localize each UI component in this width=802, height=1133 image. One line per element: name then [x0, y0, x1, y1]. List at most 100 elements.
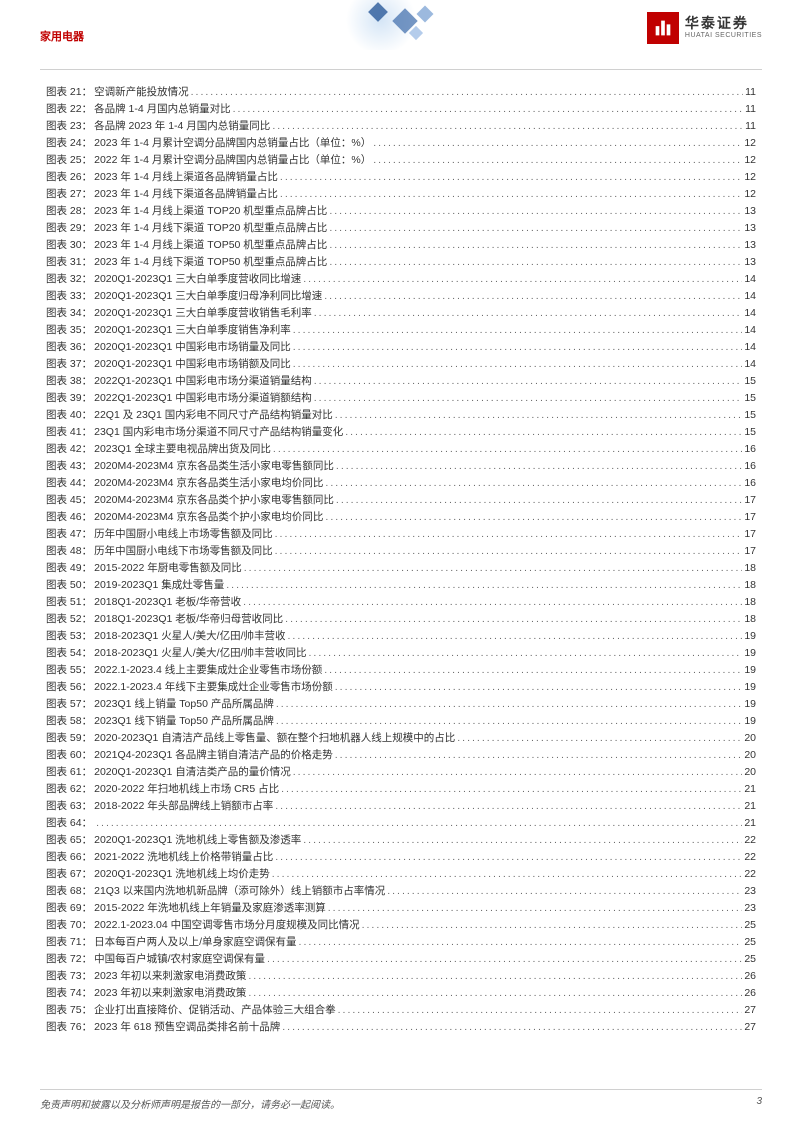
toc-title: 21Q3 以来国内洗地机新品牌（添可除外）线上销额市占率情况: [94, 883, 385, 900]
toc-dots: [275, 526, 743, 543]
toc-title: 日本每百户两人及以上/单身家庭空调保有量: [94, 934, 296, 951]
toc-row: 图表 36：2020Q1-2023Q1 中国彩电市场销量及同比14: [46, 339, 756, 356]
toc-row: 图表 22：各品牌 1-4 月国内总销量对比11: [46, 101, 756, 118]
toc-page: 13: [744, 237, 756, 254]
toc-dots: [335, 407, 743, 424]
toc-title: 2020Q1-2023Q1 三大白单季度营收同比增速: [94, 271, 301, 288]
toc-label: 图表 31：: [46, 254, 92, 271]
toc-title: 2020Q1-2023Q1 三大白单季度营收销售毛利率: [94, 305, 312, 322]
toc-dots: [325, 475, 742, 492]
toc-dots: [324, 662, 742, 679]
toc-row: 图表 72：中国每百户城镇/农村家庭空调保有量25: [46, 951, 756, 968]
toc-page: 26: [744, 985, 756, 1002]
toc-label: 图表 48：: [46, 543, 92, 560]
toc-label: 图表 44：: [46, 475, 92, 492]
toc-row: 图表 23：各品牌 2023 年 1-4 月国内总销量同比11: [46, 118, 756, 135]
toc-dots: [272, 866, 743, 883]
toc-label: 图表 57：: [46, 696, 92, 713]
toc-dots: [336, 458, 742, 475]
toc-label: 图表 52：: [46, 611, 92, 628]
toc-page: 17: [744, 509, 756, 526]
toc-label: 图表 37：: [46, 356, 92, 373]
toc-page: 14: [744, 339, 756, 356]
toc-title: 各品牌 1-4 月国内总销量对比: [94, 101, 231, 118]
toc-label: 图表 73：: [46, 968, 92, 985]
toc-dots: [373, 152, 742, 169]
toc-label: 图表 66：: [46, 849, 92, 866]
toc-dots: [243, 594, 742, 611]
toc-title: 2018Q1-2023Q1 老板/华帝营收: [94, 594, 241, 611]
toc-title: 2020-2022 年扫地机线上市场 CR5 占比: [94, 781, 279, 798]
toc-dots: [248, 968, 742, 985]
toc-dots: [338, 1002, 743, 1019]
toc-dots: [226, 577, 742, 594]
toc-dots: [273, 441, 742, 458]
toc-row: 图表 27：2023 年 1-4 月线下渠道各品牌销量占比12: [46, 186, 756, 203]
toc-title: 2020Q1-2023Q1 自清洁类产品的量价情况: [94, 764, 291, 781]
toc-title: 2023Q1 线下销量 Top50 产品所属品牌: [94, 713, 274, 730]
toc-row: 图表 70：2022.1-2023.04 中国空调零售市场分月度规模及同比情况2…: [46, 917, 756, 934]
toc-title: 2020M4-2023M4 京东各品类个护小家电零售额同比: [94, 492, 334, 509]
toc-row: 图表 30：2023 年 1-4 月线上渠道 TOP50 机型重点品牌占比13: [46, 237, 756, 254]
toc-page: 14: [744, 288, 756, 305]
toc-dots: [293, 356, 743, 373]
toc-page: 20: [744, 764, 756, 781]
toc-label: 图表 29：: [46, 220, 92, 237]
toc-page: 25: [744, 951, 756, 968]
toc-label: 图表 53：: [46, 628, 92, 645]
toc-page: 18: [744, 611, 756, 628]
toc-title: 历年中国厨小电线上市场零售额及同比: [94, 526, 273, 543]
toc-row: 图表 54：2018-2023Q1 火星人/美大/亿田/帅丰营收同比19: [46, 645, 756, 662]
toc-dots: [324, 288, 742, 305]
toc-title: 2018Q1-2023Q1 老板/华帝归母营收同比: [94, 611, 283, 628]
toc-row: 图表 73：2023 年初以来刺激家电消费政策26: [46, 968, 756, 985]
toc-label: 图表 69：: [46, 900, 92, 917]
toc-label: 图表 24：: [46, 135, 92, 152]
toc-label: 图表 67：: [46, 866, 92, 883]
toc-title: 2018-2022 年头部品牌线上销额市占率: [94, 798, 273, 815]
toc-label: 图表 70：: [46, 917, 92, 934]
toc-label: 图表 28：: [46, 203, 92, 220]
logo-icon: [647, 12, 679, 44]
toc-title: 2022.1-2023.4 线上主要集成灶企业零售市场份额: [94, 662, 322, 679]
toc-dots: [293, 322, 743, 339]
toc-page: 19: [744, 662, 756, 679]
toc-row: 图表 26：2023 年 1-4 月线上渠道各品牌销量占比12: [46, 169, 756, 186]
toc-page: 17: [744, 543, 756, 560]
toc-dots: [285, 611, 742, 628]
toc-title: 2023 年初以来刺激家电消费政策: [94, 985, 246, 1002]
toc-label: 图表 56：: [46, 679, 92, 696]
toc-page: 12: [744, 186, 756, 203]
toc-page: 15: [744, 373, 756, 390]
toc-label: 图表 36：: [46, 339, 92, 356]
toc-label: 图表 71：: [46, 934, 92, 951]
toc-dots: [248, 985, 742, 1002]
footer-page-number: 3: [756, 1096, 762, 1111]
toc-row: 图表 44：2020M4-2023M4 京东各品类生活小家电均价同比16: [46, 475, 756, 492]
toc-dots: [293, 764, 743, 781]
toc-title: 历年中国厨小电线下市场零售额及同比: [94, 543, 273, 560]
toc-dots: [191, 84, 743, 101]
toc-dots: [329, 220, 742, 237]
toc-label: 图表 30：: [46, 237, 92, 254]
toc-title: 2021Q4-2023Q1 各品牌主销自清洁产品的价格走势: [94, 747, 333, 764]
toc-page: 15: [744, 407, 756, 424]
toc-page: 14: [744, 305, 756, 322]
toc-title: 空调新产能投放情况: [94, 84, 189, 101]
toc-dots: [275, 849, 742, 866]
toc-page: 19: [744, 628, 756, 645]
toc-row: 图表 55：2022.1-2023.4 线上主要集成灶企业零售市场份额19: [46, 662, 756, 679]
toc-title: 2018-2023Q1 火星人/美大/亿田/帅丰营收同比: [94, 645, 306, 662]
toc-dots: [282, 1019, 742, 1036]
toc-row: 图表 46：2020M4-2023M4 京东各品类个护小家电均价同比17: [46, 509, 756, 526]
toc-label: 图表 45：: [46, 492, 92, 509]
toc-title: 2023 年 1-4 月线上渠道各品牌销量占比: [94, 169, 278, 186]
toc-page: 21: [744, 781, 756, 798]
toc-title: 2020Q1-2023Q1 洗地机线上零售额及渗透率: [94, 832, 301, 849]
page-header: 家用电器 华泰证券 HUATAI SECURITIES: [40, 0, 762, 70]
toc-row: 图表 48：历年中国厨小电线下市场零售额及同比 17: [46, 543, 756, 560]
toc-page: 13: [744, 254, 756, 271]
toc-row: 图表 24：2023 年 1-4 月累计空调分品牌国内总销量占比（单位：%）12: [46, 135, 756, 152]
toc-row: 图表 74：2023 年初以来刺激家电消费政策26: [46, 985, 756, 1002]
toc-title: 企业打出直接降价、促销活动、产品体验三大组合拳: [94, 1002, 336, 1019]
